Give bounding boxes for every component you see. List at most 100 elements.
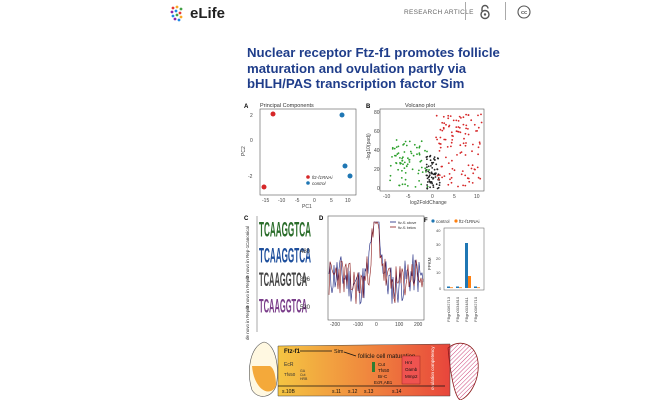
volcano-point [434, 172, 437, 175]
mid-gene: EcR,AB1 [374, 380, 393, 385]
profile-xtick: -200 [330, 322, 340, 328]
volcano-point [426, 174, 428, 177]
volcano-point [464, 174, 467, 177]
pca-legend-control-marker [306, 181, 310, 185]
volcano-point [420, 159, 423, 162]
volcano-point [444, 138, 447, 141]
open-access-icon[interactable] [478, 4, 492, 20]
volcano-point [424, 149, 426, 152]
volcano-title: Volcano plot [405, 103, 435, 109]
volcano-point [413, 143, 416, 146]
volcano-point [433, 168, 436, 171]
volcano-point [477, 153, 479, 156]
volcano-point [401, 157, 403, 160]
volcano-point [442, 126, 445, 129]
motif-logo-canonical: TCAAGGTCA [259, 217, 311, 241]
model-panel: Ftz-f1 Sim follicle cell maturation EcR … [249, 341, 479, 400]
volcano-point [460, 117, 462, 119]
volcano-point [461, 170, 464, 172]
motif-row-label: de novo in Rep-3 [245, 305, 250, 340]
motif-logo-rep1: TCAAGGTCA [259, 243, 311, 267]
volcano-point [430, 181, 433, 184]
volcano-point [425, 170, 427, 173]
volcano-point [405, 165, 408, 167]
stage-label: s.12 [348, 389, 358, 395]
volcano-point [458, 126, 461, 129]
volcano-point [451, 159, 453, 162]
volcano-point [442, 115, 445, 118]
ftz-f1-label: Ftz-f1 [284, 349, 301, 355]
volcano-point [479, 177, 482, 180]
right-gene: Oamb [405, 367, 418, 372]
volcano-point [425, 156, 428, 158]
volcano-point [425, 169, 427, 172]
volcano-point [445, 123, 447, 126]
volcano-point [432, 177, 435, 179]
volcano-ytick: 60 [374, 129, 380, 135]
stage-label: s.10B [282, 389, 295, 395]
volcano-point [430, 176, 433, 179]
volcano-point [447, 117, 450, 120]
volcano-point [457, 120, 460, 122]
volcano-point [471, 182, 474, 184]
volcano-point [404, 172, 407, 174]
page-header: eLife RESEARCH ARTICLE cc [0, 0, 650, 26]
volcano-point [418, 169, 420, 172]
volcano-point [402, 163, 404, 166]
volcano-point [435, 114, 438, 117]
creative-commons-icon[interactable]: cc [517, 5, 531, 19]
volcano-point [420, 140, 423, 143]
volcano-ytick: 0 [377, 186, 380, 192]
volcano-point [455, 126, 458, 128]
stage-label: s.14 [392, 389, 402, 395]
volcano-point [401, 183, 404, 186]
volcano-point [464, 184, 467, 187]
pca-ylabel: PC2 [241, 146, 247, 156]
volcano-point [457, 185, 459, 188]
volcano-point [408, 158, 411, 161]
volcano-point [465, 124, 468, 127]
volcano-point [465, 142, 467, 144]
volcano-point [402, 156, 404, 159]
maturation-label: follicle cell maturation [358, 354, 415, 360]
volcano-point [400, 177, 403, 179]
volcano-point [437, 177, 440, 179]
volcano-point [395, 139, 398, 141]
volcano-point [428, 179, 431, 181]
motif-logo-rep3: TCAAGGTCA [259, 295, 307, 317]
volcano-point [428, 180, 431, 183]
volcano-point [480, 113, 482, 116]
volcano-xtick: -5 [406, 194, 411, 200]
volcano-point [397, 152, 400, 154]
volcano-point [389, 164, 392, 167]
volcano-point [448, 173, 451, 175]
volcano-point [467, 133, 470, 136]
fpkm-bar-control [474, 286, 477, 288]
volcano-point [449, 178, 451, 181]
volcano-point [450, 141, 453, 144]
pca-point-ftz [261, 184, 267, 190]
volcano-point [406, 185, 409, 187]
volcano-point [472, 143, 474, 146]
elife-logo[interactable]: eLife [168, 4, 225, 22]
volcano-point [440, 165, 443, 168]
pca-xtick: -15 [262, 198, 269, 204]
volcano-point [476, 130, 478, 132]
volcano-point [436, 174, 439, 177]
volcano-point [428, 174, 431, 176]
volcano-point [396, 153, 399, 155]
small-gene: Cut [300, 373, 305, 377]
volcano-point [393, 147, 396, 150]
title-line: bHLH/PAS transcription factor Sim [247, 76, 465, 91]
volcano-point [438, 142, 440, 145]
volcano-point [395, 162, 397, 164]
volcano-point [478, 141, 481, 144]
volcano-point [464, 132, 467, 135]
volcano-point [460, 173, 463, 176]
pca-point-control [342, 163, 348, 169]
volcano-point [395, 154, 397, 157]
volcano-point [452, 119, 455, 122]
volcano-point [395, 146, 398, 148]
volcano-point [417, 172, 420, 175]
fpkm-bar-control [456, 286, 459, 288]
